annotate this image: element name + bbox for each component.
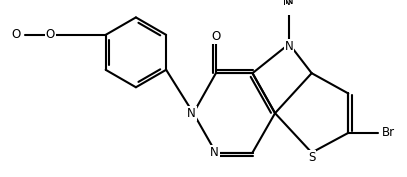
Text: Br: Br: [382, 126, 395, 139]
Text: N: N: [187, 107, 196, 120]
Text: N: N: [285, 40, 293, 53]
Text: O: O: [11, 28, 20, 41]
Text: N: N: [285, 0, 293, 7]
Text: O: O: [46, 28, 55, 41]
Text: O: O: [212, 30, 221, 43]
Text: N: N: [283, 0, 291, 7]
Text: N: N: [210, 146, 219, 159]
Text: S: S: [308, 151, 315, 164]
